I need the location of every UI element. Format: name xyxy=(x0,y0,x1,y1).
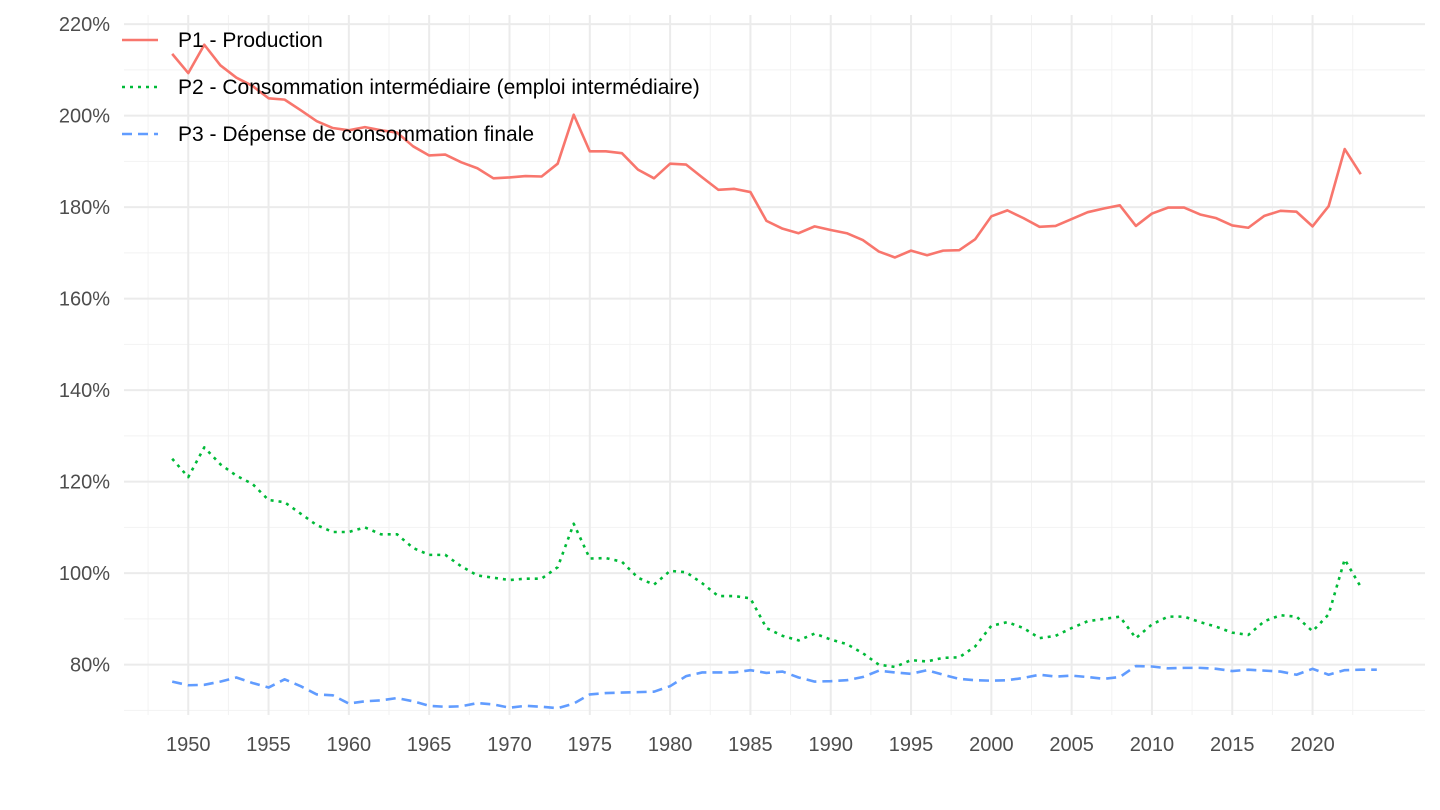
legend-label-1: P1 - Production xyxy=(178,29,323,52)
x-tick-label: 1995 xyxy=(889,734,934,756)
legend-label-2: P2 - Consommation intermédiaire (emploi … xyxy=(178,76,700,99)
legend-label-3: P3 - Dépense de consommation finale xyxy=(178,123,534,146)
x-tick-label: 1985 xyxy=(728,734,773,756)
x-tick-label: 1975 xyxy=(568,734,613,756)
x-tick-label: 2015 xyxy=(1210,734,1255,756)
series-line-3 xyxy=(171,664,1377,710)
y-tick-label: 180% xyxy=(59,197,110,219)
y-tick-label: 120% xyxy=(59,472,110,494)
x-tick-label: 2000 xyxy=(969,734,1014,756)
y-tick-label: 200% xyxy=(59,106,110,128)
major-gridlines xyxy=(124,15,1425,715)
x-tick-label: 1965 xyxy=(407,734,452,756)
x-tick-label: 1990 xyxy=(808,734,853,756)
x-tick-label: 1960 xyxy=(327,734,372,756)
x-axis: 1950 1955 1960 1965 1970 1975 1980 1985 1990 1995… xyxy=(166,734,1335,756)
legend: P1 - Production P2 - Consommation intermé… xyxy=(122,29,700,146)
x-tick-label: 2020 xyxy=(1290,734,1335,756)
x-tick-label: 1950 xyxy=(166,734,211,756)
x-tick-label: 2010 xyxy=(1130,734,1175,756)
series-line-1 xyxy=(171,43,1362,259)
y-tick-label: 220% xyxy=(59,14,110,36)
y-tick-label: 160% xyxy=(59,289,110,311)
series-lines xyxy=(171,43,1377,710)
series-line-2 xyxy=(171,446,1362,669)
x-tick-label: 1980 xyxy=(648,734,693,756)
y-tick-label: 140% xyxy=(59,380,110,402)
y-axis: 80% 100% 120% 140% 160% 180% 200% 220% xyxy=(59,14,110,677)
minor-gridlines xyxy=(124,15,1425,715)
y-tick-label: 100% xyxy=(59,563,110,585)
x-tick-label: 2005 xyxy=(1049,734,1094,756)
x-tick-label: 1955 xyxy=(246,734,291,756)
y-tick-label: 80% xyxy=(70,655,110,677)
x-tick-label: 1970 xyxy=(487,734,532,756)
